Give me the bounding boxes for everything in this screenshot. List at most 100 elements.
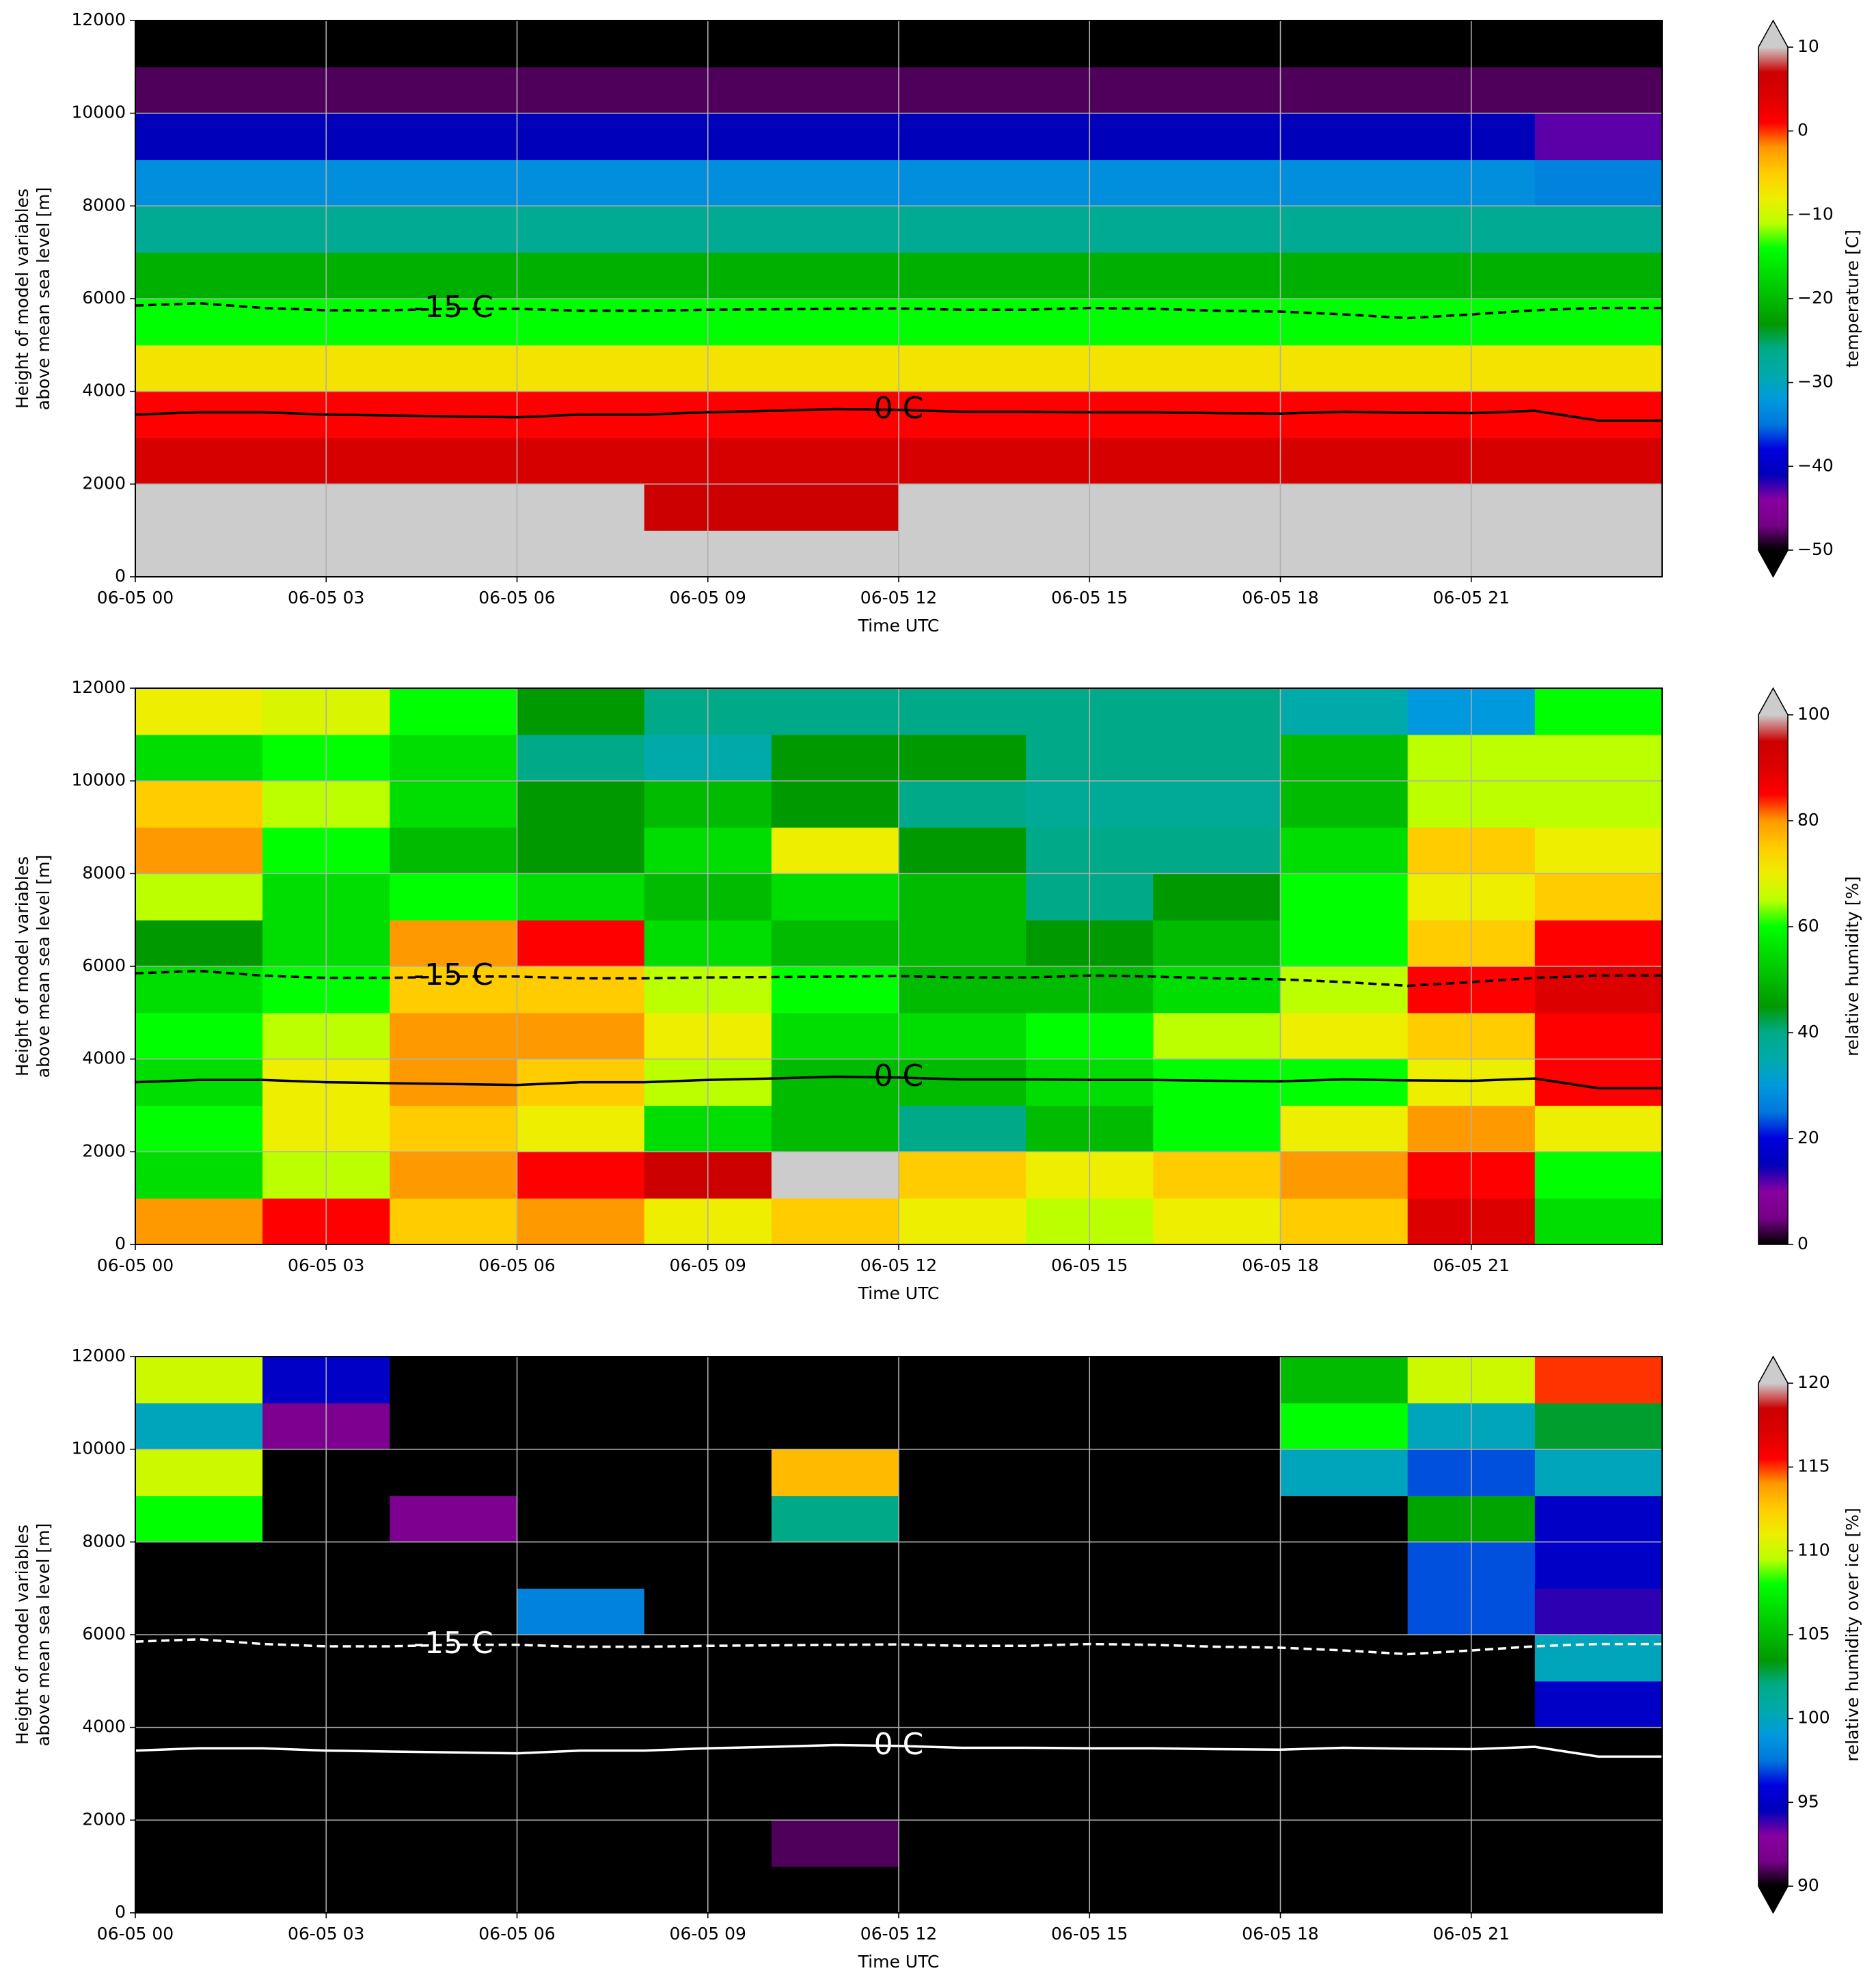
heatmap-cell xyxy=(1280,1105,1409,1152)
heatmap-cell xyxy=(899,1820,1027,1867)
heatmap-cell xyxy=(899,206,1027,253)
heatmap-cell xyxy=(1153,1152,1281,1199)
x-axis-label: Time UTC xyxy=(858,1952,940,1972)
colorbar-label: relative humidity over ice [%] xyxy=(1843,1508,1862,1762)
x-tick-label: 06-05 15 xyxy=(1051,1255,1128,1275)
heatmap-cell xyxy=(899,1152,1027,1199)
heatmap-cell xyxy=(517,1198,645,1245)
heatmap-cell xyxy=(517,966,645,1013)
heatmap-cell xyxy=(771,1357,899,1404)
heatmap-cell xyxy=(517,113,645,161)
heatmap-cell xyxy=(1534,66,1663,114)
heatmap-cell xyxy=(1280,21,1409,68)
heatmap-cell xyxy=(135,1680,263,1728)
heatmap-cell xyxy=(135,437,263,485)
heatmap-cell xyxy=(1280,1357,1409,1404)
heatmap-cell xyxy=(1534,1680,1663,1728)
heatmap-cell xyxy=(1153,1680,1281,1728)
heatmap-cell xyxy=(390,299,518,346)
heatmap-cell xyxy=(899,437,1027,485)
heatmap-cell xyxy=(135,113,263,161)
heatmap-cell xyxy=(899,1449,1027,1497)
heatmap-cell xyxy=(899,1198,1027,1245)
heatmap-cell xyxy=(899,21,1027,68)
colorbar-tick-label: 110 xyxy=(1797,1540,1830,1560)
heatmap-cell xyxy=(771,391,899,439)
heatmap-cell xyxy=(517,734,645,782)
heatmap-cell xyxy=(771,1820,899,1867)
colorbar-extend xyxy=(1758,21,1788,47)
heatmap-cell xyxy=(390,1402,518,1450)
heatmap-cell xyxy=(1280,1152,1409,1199)
heatmap-cell xyxy=(899,873,1027,921)
heatmap-cell xyxy=(771,1680,899,1728)
heatmap-cell xyxy=(1153,113,1281,161)
heatmap-cell xyxy=(517,1820,645,1867)
heatmap-cell xyxy=(1534,780,1663,828)
heatmap-cell xyxy=(899,1773,1027,1821)
heatmap-cell xyxy=(771,1152,899,1199)
heatmap-cell xyxy=(390,21,518,68)
heatmap-cell xyxy=(1153,827,1281,874)
heatmap-cell xyxy=(899,113,1027,161)
heatmap-cell xyxy=(1534,1105,1663,1152)
heatmap-cell xyxy=(1534,530,1663,577)
heatmap-cell xyxy=(1534,1820,1663,1867)
colorbar-tick-label: 20 xyxy=(1797,1128,1819,1147)
heatmap-cell xyxy=(771,1495,899,1542)
x-tick-label: 06-05 21 xyxy=(1433,1255,1510,1275)
heatmap-cell xyxy=(517,827,645,874)
colorbar-tick-label: 90 xyxy=(1797,1875,1819,1895)
heatmap-cell xyxy=(517,920,645,967)
heatmap-cell xyxy=(1153,344,1281,392)
heatmap-cell xyxy=(1534,966,1663,1013)
heatmap-cell xyxy=(771,827,899,874)
colorbar-extend xyxy=(1758,1357,1788,1383)
colorbar-frame xyxy=(1758,687,1789,1245)
x-tick-label: 06-05 12 xyxy=(860,588,937,608)
heatmap-cell xyxy=(517,1495,645,1542)
heatmap-cell xyxy=(899,1542,1027,1589)
heatmap-cell xyxy=(899,159,1027,206)
heatmap-cell xyxy=(771,688,899,735)
heatmap-cell xyxy=(1280,1495,1409,1542)
heatmap-cell xyxy=(1280,1198,1409,1245)
heatmap-cell xyxy=(899,1105,1027,1152)
heatmap-cell xyxy=(899,252,1027,299)
heatmap-cell xyxy=(135,1152,263,1199)
heatmap-cell xyxy=(1153,530,1281,577)
y-tick-label: 4000 xyxy=(82,1717,126,1737)
colorbar-extend xyxy=(1758,688,1788,715)
heatmap-cell xyxy=(771,159,899,206)
x-tick-label: 06-05 21 xyxy=(1433,1924,1510,1944)
heatmap-cell xyxy=(1280,1773,1409,1821)
heatmap-cell xyxy=(1153,1495,1281,1542)
y-tick-label: 2000 xyxy=(82,1141,126,1160)
y-tick-label: 0 xyxy=(115,566,126,586)
heatmap-cell xyxy=(899,530,1027,577)
heatmap-cell xyxy=(517,437,645,485)
heatmap-cell xyxy=(390,688,518,735)
heatmap-cell xyxy=(1534,688,1663,735)
heatmap-cell xyxy=(1534,159,1663,206)
heatmap-cell xyxy=(899,780,1027,828)
heatmap-cell xyxy=(771,1588,899,1635)
contour-label: 0 C xyxy=(874,1727,924,1762)
heatmap-cell xyxy=(771,1105,899,1152)
x-tick-label: 06-05 12 xyxy=(860,1255,937,1275)
heatmap-cell xyxy=(390,66,518,114)
heatmap-cell xyxy=(771,437,899,485)
colorbar-tick-label: 60 xyxy=(1797,916,1819,936)
heatmap-cell xyxy=(135,780,263,828)
heatmap-cell xyxy=(1153,206,1281,253)
heatmap-cell xyxy=(771,66,899,114)
heatmap-cell xyxy=(1153,1449,1281,1497)
heatmap-cell xyxy=(517,1588,645,1635)
heatmap-cell xyxy=(1534,437,1663,485)
heatmap-cell xyxy=(517,1152,645,1199)
colorbar-tick-label: −30 xyxy=(1797,372,1834,392)
heatmap-cell xyxy=(899,1635,1027,1682)
heatmap-cell xyxy=(135,920,263,967)
heatmap-cell xyxy=(390,1012,518,1060)
heatmap-cell xyxy=(899,1402,1027,1450)
